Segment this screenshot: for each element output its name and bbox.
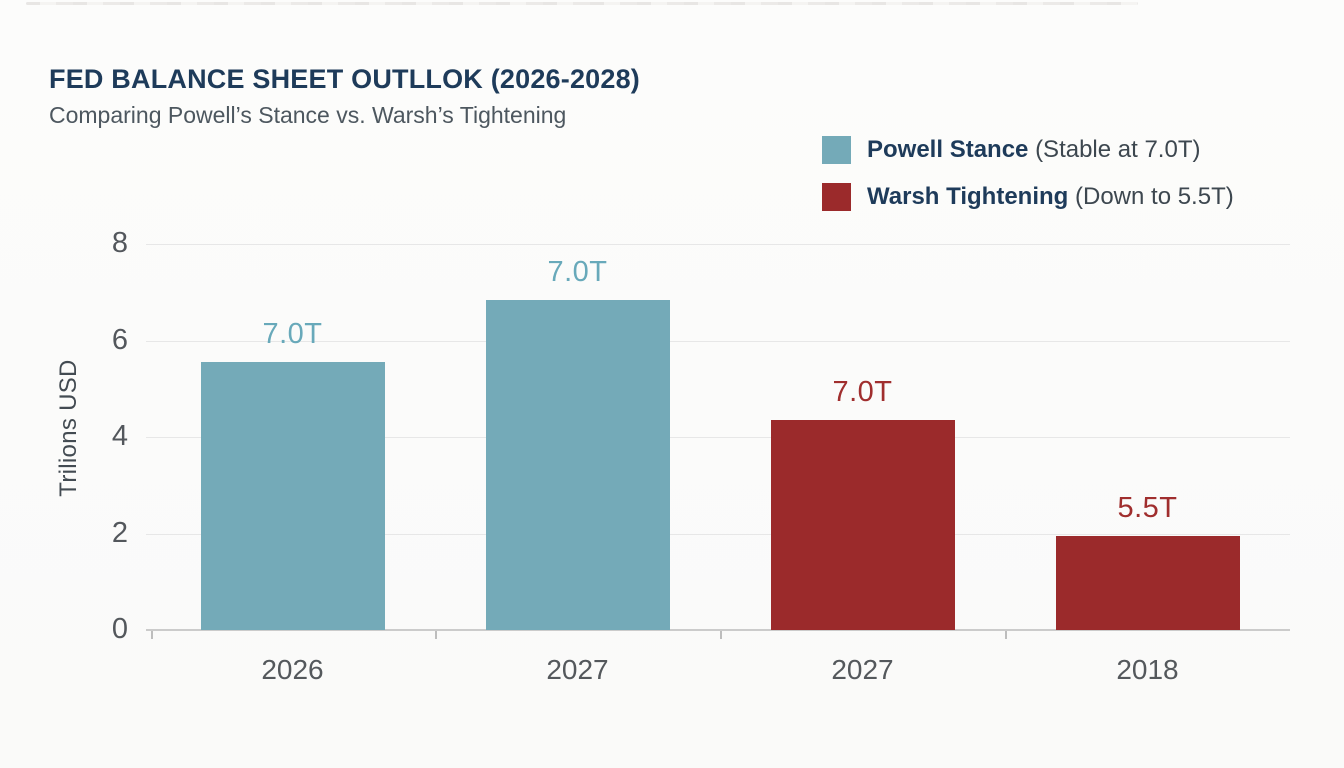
gridline-8 <box>146 244 1290 245</box>
legend-swatch-powell <box>822 136 851 164</box>
bar-value-label: 7.0T <box>262 318 323 351</box>
gridline-2 <box>146 533 1290 535</box>
legend-item-warsh: Warsh Tightening (Down to 5.5T) <box>822 183 1234 211</box>
gridline-4 <box>146 437 1290 438</box>
bar-1-2026 <box>200 362 385 630</box>
gridline-6 <box>146 340 1290 342</box>
legend-series-detail: (Down to 5.5T) <box>1075 183 1234 210</box>
y-tick-label: 0 <box>111 613 128 645</box>
legend-series-name: Powell Stance <box>867 136 1029 163</box>
x-tick-mark <box>1005 631 1007 639</box>
bar-2-2027 <box>485 299 670 630</box>
y-tick-label: 6 <box>111 323 128 356</box>
y-tick-label: 8 <box>111 227 128 259</box>
legend: Powell Stance (Stable at 7.0T) Warsh Tig… <box>822 136 1234 211</box>
y-tick-label: 2 <box>111 516 128 549</box>
x-category-label: 2027 <box>831 654 894 685</box>
x-tick-mark <box>720 631 722 639</box>
bar-value-label: 5.5T <box>1117 491 1178 524</box>
chart-subtitle: Comparing Powell’s Stance vs. Warsh’s Ti… <box>49 102 567 128</box>
x-category-label: 2026 <box>261 654 324 685</box>
y-tick-label: 4 <box>111 420 128 452</box>
x-axis-line <box>146 629 1290 631</box>
x-category-label: 2018 <box>1116 654 1179 685</box>
bar-3-2027 <box>770 420 955 630</box>
legend-label-powell: Powell Stance (Stable at 7.0T) <box>867 136 1200 164</box>
x-category-label: 2027 <box>546 654 609 685</box>
chart-title: FED BALANCE SHEET OUTLLOK (2026-2028) <box>49 64 640 94</box>
bar-4-2018 <box>1055 535 1240 630</box>
top-edge-artifact-line <box>26 2 1138 5</box>
legend-item-powell: Powell Stance (Stable at 7.0T) <box>822 136 1234 164</box>
legend-series-detail: (Stable at 7.0T) <box>1035 136 1201 163</box>
x-tick-mark <box>435 631 437 639</box>
bar-value-label: 7.0T <box>832 376 893 409</box>
legend-series-name: Warsh Tightening <box>867 183 1069 210</box>
legend-swatch-warsh <box>822 183 851 211</box>
plot-area: 7.0T 7.0T 7.0T 5.5T <box>146 244 1290 639</box>
legend-label-warsh: Warsh Tightening (Down to 5.5T) <box>867 183 1234 211</box>
bar-value-label: 7.0T <box>547 255 608 288</box>
x-tick-mark <box>151 631 153 639</box>
